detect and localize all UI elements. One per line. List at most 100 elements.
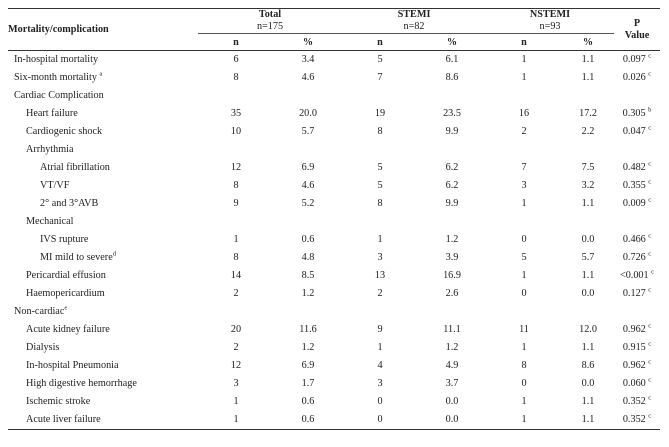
- p-value-text: 0.466: [622, 234, 646, 245]
- row-label-text: Acute kidney failure: [26, 324, 110, 335]
- cell-p-value: 0.352 c: [614, 393, 660, 411]
- p-value-text: 0.047: [622, 126, 646, 137]
- cell-nstemi-pct: 7.5: [581, 162, 595, 173]
- cell-stemi-n: 1: [377, 342, 383, 353]
- header-p-value: P Value: [614, 8, 661, 51]
- cell-nstemi-n: 0: [521, 288, 527, 299]
- row-label-text: Pericardial effusion: [26, 270, 106, 281]
- row-label-text: VT/VF: [40, 180, 70, 191]
- p-value-text: 0.726: [622, 252, 646, 263]
- row-label: Acute kidney failure: [8, 321, 198, 339]
- table-row: Non-cardiace: [8, 303, 660, 321]
- cell-nstemi-pct: [562, 303, 614, 321]
- cell-p-value: 0.127 c: [614, 285, 660, 303]
- table-header: Mortality/complication Total n=175 STEMI…: [8, 8, 661, 51]
- row-label-text: 2° and 3°AVB: [40, 198, 99, 209]
- header-mortality-complication: Mortality/complication: [8, 8, 198, 51]
- header-stemi-pct: %: [418, 33, 486, 51]
- p-value-footnote: c: [648, 250, 652, 258]
- cell-nstemi-n: 1: [486, 411, 562, 430]
- cell-stemi-pct: 11.1: [443, 324, 461, 335]
- cell-total-pct: 0.6: [274, 411, 342, 430]
- cell-nstemi-pct: 12.0: [579, 324, 597, 335]
- p-value-footnote: c: [648, 52, 652, 60]
- cell-total-pct: [274, 87, 342, 105]
- header-nstemi-pct: %: [562, 33, 615, 51]
- cell-total-n: 35: [230, 108, 242, 119]
- row-label: Six-month mortality a: [8, 69, 198, 87]
- cell-total-pct: 6.9: [301, 162, 315, 173]
- row-label-footnote: a: [99, 70, 103, 78]
- cell-p-value: 0.060 c: [614, 375, 660, 393]
- p-value-footnote: c: [648, 196, 652, 204]
- cell-total-pct: 4.6: [301, 180, 315, 191]
- table-row: Acute liver failure 1 0.6 0 0.0 1 1.1 0.352 c: [8, 411, 661, 430]
- header-group-nstemi-n: n=93: [539, 21, 561, 32]
- cell-stemi-pct: 0.0: [418, 411, 486, 430]
- p-value-footnote: c: [648, 322, 652, 330]
- row-label: Pericardial effusion: [8, 267, 198, 285]
- table-row: Cardiogenic shock 10 5.7 8 9.9 2 2.2 0.047 c: [8, 123, 660, 141]
- p-value-text: 0.097: [622, 54, 646, 65]
- cell-p-value: 0.915 c: [614, 339, 660, 357]
- p-value-footnote: c: [648, 412, 652, 420]
- cell-total-n: [198, 303, 274, 321]
- cell-stemi-pct: 0.0: [445, 396, 459, 407]
- header-group-total: Total n=175: [198, 8, 342, 34]
- row-label: Mechanical: [8, 213, 198, 231]
- cell-total-n: 2: [233, 342, 239, 353]
- cell-stemi-pct: [418, 213, 486, 231]
- p-value-footnote: c: [648, 124, 652, 132]
- cell-nstemi-pct: 17.2: [579, 108, 597, 119]
- cell-total-pct: [274, 213, 342, 231]
- table-row: In-hospital mortality 6 3.4 5 6.1 1 1.1 0.097 c: [8, 51, 660, 70]
- p-value-text: 0.127: [622, 288, 646, 299]
- row-label-text: Ischemic stroke: [26, 396, 91, 407]
- cell-total-n: 8: [233, 72, 239, 83]
- cell-stemi-pct: [418, 141, 486, 159]
- cell-stemi-pct: 23.5: [443, 108, 461, 119]
- cell-total-pct: 5.7: [301, 126, 315, 137]
- p-value-footnote: c: [648, 340, 652, 348]
- cell-nstemi-n: [486, 141, 562, 159]
- cell-p-value: 0.962 c: [614, 357, 660, 375]
- cell-nstemi-n: 1: [521, 72, 527, 83]
- table-row: Arrhythmia: [8, 141, 660, 159]
- cell-total-n: 10: [230, 126, 242, 137]
- row-label-text: Heart failure: [26, 108, 78, 119]
- cell-stemi-pct: 2.6: [445, 288, 459, 299]
- cell-stemi-pct: 1.2: [445, 234, 459, 245]
- cell-stemi-n: 2: [377, 288, 383, 299]
- header-total-pct: %: [274, 33, 342, 51]
- p-value-text: 0.009: [622, 198, 646, 209]
- table-row: Pericardial effusion 14 8.5 13 16.9 1 1.1 <0.00…: [8, 267, 660, 285]
- cell-p-value: 0.962 c: [614, 321, 660, 339]
- cell-total-n: 8: [233, 252, 239, 263]
- cell-p-value: 0.726 c: [614, 249, 660, 267]
- cell-p-value: 0.047 c: [614, 123, 660, 141]
- table-row: Heart failure 35 20.0 19 23.5 16 17.2 0.305 b: [8, 105, 660, 123]
- row-label: Dialysis: [8, 339, 198, 357]
- cell-nstemi-pct: 1.1: [581, 270, 595, 281]
- cell-nstemi-n: 16: [518, 108, 530, 119]
- p-value-footnote: c: [651, 268, 655, 276]
- cell-total-pct: 4.8: [301, 252, 315, 263]
- cell-nstemi-n: [486, 213, 562, 231]
- p-value-footnote: c: [648, 376, 652, 384]
- p-value-text: 0.060: [622, 378, 646, 389]
- header-group-stemi: STEMI n=82: [342, 8, 486, 34]
- cell-p-value: 0.009 c: [614, 195, 660, 213]
- cell-total-pct: 0.6: [301, 396, 315, 407]
- row-label-text: Arrhythmia: [26, 144, 74, 155]
- row-label-text: Dialysis: [26, 342, 60, 353]
- cell-nstemi-n: [486, 87, 562, 105]
- cell-total-n: 20: [230, 324, 242, 335]
- row-label-text: IVS rupture: [40, 234, 89, 245]
- row-label: Non-cardiace: [8, 303, 198, 321]
- cell-p-value: [614, 213, 660, 231]
- cell-stemi-n: 5: [377, 54, 383, 65]
- table-row: IVS rupture 1 0.6 1 1.2 0 0.0 0.466 c: [8, 231, 660, 249]
- p-value-text: 0.352: [622, 396, 646, 407]
- cell-total-pct: 1.2: [301, 342, 315, 353]
- cell-total-pct: 4.6: [301, 72, 315, 83]
